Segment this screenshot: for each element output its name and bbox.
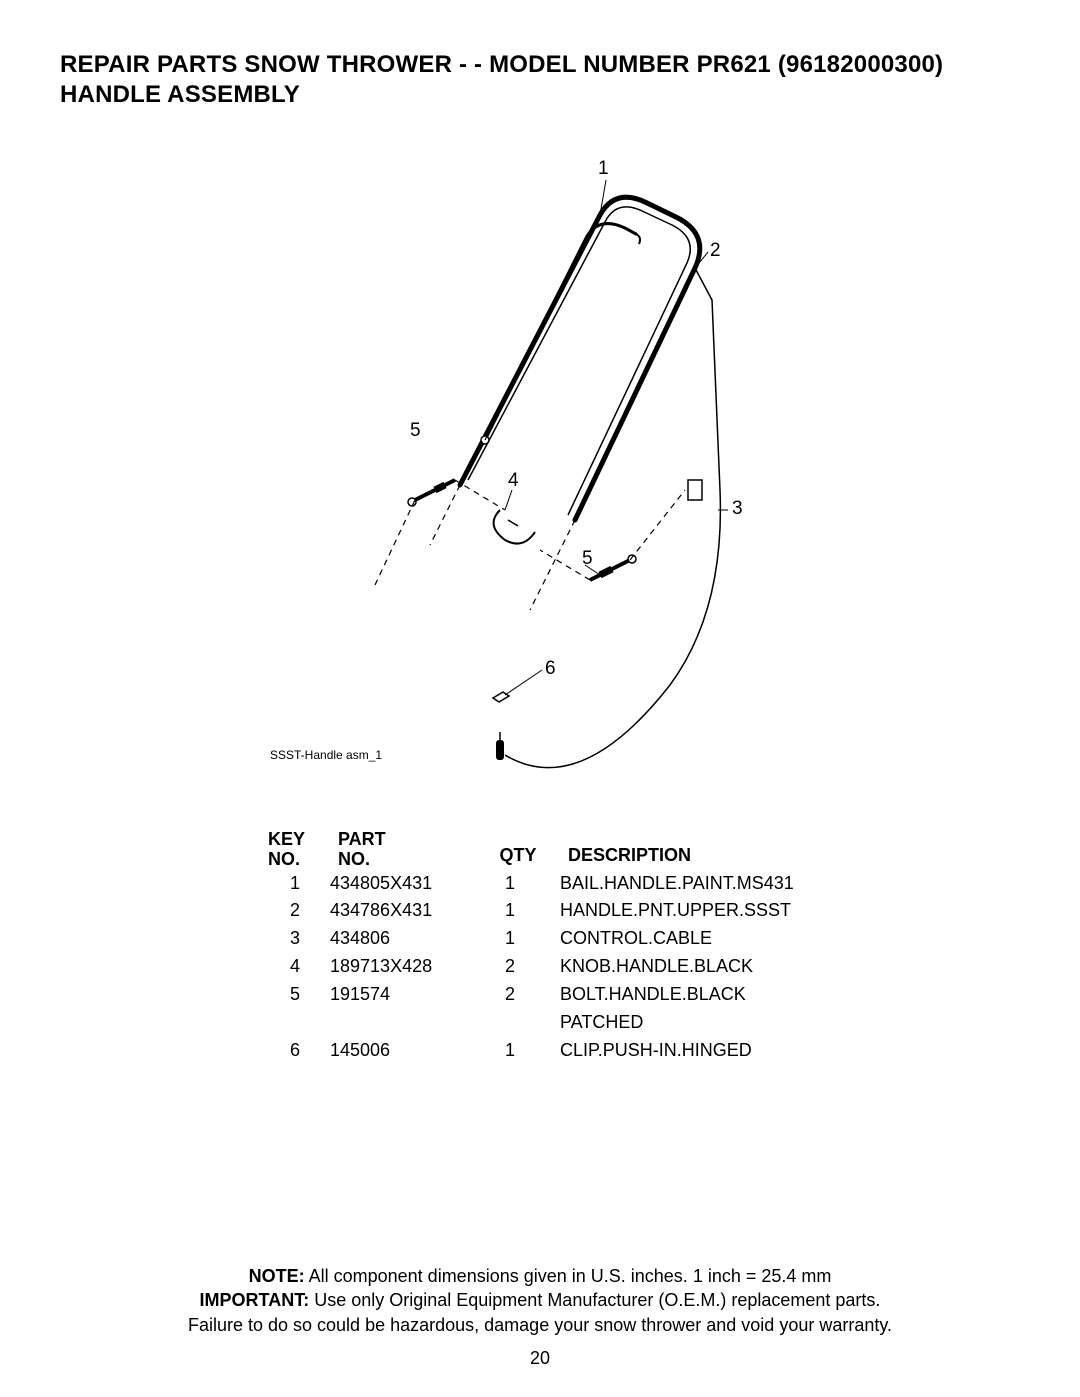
parts-table: KEY NO. PART NO. QTY DESCRIPTION 1434805…: [260, 830, 820, 1065]
table-row: 34348061CONTROL.CABLE: [260, 925, 820, 953]
cell-desc: CLIP.PUSH-IN.HINGED: [540, 1037, 820, 1065]
footer-warn-line: Failure to do so could be hazardous, dam…: [120, 1313, 960, 1337]
cell-part: 434786X431: [330, 897, 480, 925]
cell-key: 5: [260, 981, 330, 1037]
cell-key: 6: [260, 1037, 330, 1065]
callout-5a: 5: [410, 420, 421, 442]
cell-desc: BAIL.HANDLE.PAINT.MS431: [540, 870, 820, 898]
hdr-key: KEY NO.: [260, 830, 338, 870]
handle-diagram: 1 2 3 4 5 5 6 SSST-Handle asm_1: [280, 140, 800, 780]
table-row: 2434786X4311HANDLE.PNT.UPPER.SSST: [260, 897, 820, 925]
handle-svg: [280, 140, 800, 780]
table-row: 61450061CLIP.PUSH-IN.HINGED: [260, 1037, 820, 1065]
cell-part: 434805X431: [330, 870, 480, 898]
cell-desc: CONTROL.CABLE: [540, 925, 820, 953]
bolt-right: [590, 555, 636, 580]
cable-end: [496, 732, 504, 760]
cell-desc: KNOB.HANDLE.BLACK: [540, 953, 820, 981]
callout-6: 6: [545, 658, 556, 680]
cell-qty: 1: [480, 897, 540, 925]
cell-qty: 1: [480, 870, 540, 898]
diagram-note: SSST-Handle asm_1: [270, 748, 382, 762]
table-body: 1434805X4311BAIL.HANDLE.PAINT.MS43124347…: [260, 870, 820, 1065]
title-line-1: REPAIR PARTS SNOW THROWER - - MODEL NUMB…: [60, 50, 1020, 80]
page-number: 20: [0, 1348, 1080, 1369]
upper-handle-outline: [460, 197, 700, 520]
dashed-lines: [375, 325, 685, 610]
callout-1: 1: [598, 158, 609, 180]
cell-key: 3: [260, 925, 330, 953]
knob-left: [494, 510, 535, 544]
footer-important-line: IMPORTANT: Use only Original Equipment M…: [120, 1288, 960, 1312]
hdr-qty: QTY: [488, 842, 548, 870]
page-title: REPAIR PARTS SNOW THROWER - - MODEL NUMB…: [60, 50, 1020, 110]
important-text: Use only Original Equipment Manufacturer…: [309, 1290, 880, 1310]
table-row: 4189713X4282KNOB.HANDLE.BLACK: [260, 953, 820, 981]
cell-key: 2: [260, 897, 330, 925]
important-label: IMPORTANT:: [200, 1290, 310, 1310]
hdr-desc: DESCRIPTION: [548, 842, 820, 870]
cable-bracket: [688, 480, 702, 500]
cell-key: 4: [260, 953, 330, 981]
cell-qty: 1: [480, 1037, 540, 1065]
cell-part: 145006: [330, 1037, 480, 1065]
cell-desc: HANDLE.PNT.UPPER.SSST: [540, 897, 820, 925]
table-row: 1434805X4311BAIL.HANDLE.PAINT.MS431: [260, 870, 820, 898]
cell-qty: 2: [480, 981, 540, 1037]
cell-part: 434806: [330, 925, 480, 953]
cell-qty: 1: [480, 925, 540, 953]
callout-5b: 5: [582, 548, 593, 570]
note-label: NOTE:: [249, 1266, 305, 1286]
cell-part: 189713X428: [330, 953, 480, 981]
note-text: All component dimensions given in U.S. i…: [305, 1266, 832, 1286]
control-cable: [505, 268, 720, 768]
cell-qty: 2: [480, 953, 540, 981]
hdr-part: PART NO.: [338, 830, 488, 870]
cell-desc: BOLT.HANDLE.BLACK PATCHED: [540, 981, 820, 1037]
title-line-2: HANDLE ASSEMBLY: [60, 80, 1020, 110]
callout-4: 4: [508, 470, 519, 492]
bolt-left: [408, 480, 455, 506]
footer: NOTE: All component dimensions given in …: [0, 1264, 1080, 1337]
callout-3: 3: [732, 498, 743, 520]
cell-key: 1: [260, 870, 330, 898]
page: REPAIR PARTS SNOW THROWER - - MODEL NUMB…: [0, 0, 1080, 1397]
table-row: 51915742BOLT.HANDLE.BLACK PATCHED: [260, 981, 820, 1037]
footer-note-line: NOTE: All component dimensions given in …: [120, 1264, 960, 1288]
bail-hook: [636, 234, 640, 244]
callout-2: 2: [710, 240, 721, 262]
cell-part: 191574: [330, 981, 480, 1037]
table-header: KEY NO. PART NO. QTY DESCRIPTION: [260, 830, 820, 870]
bail-handle: [485, 224, 636, 440]
